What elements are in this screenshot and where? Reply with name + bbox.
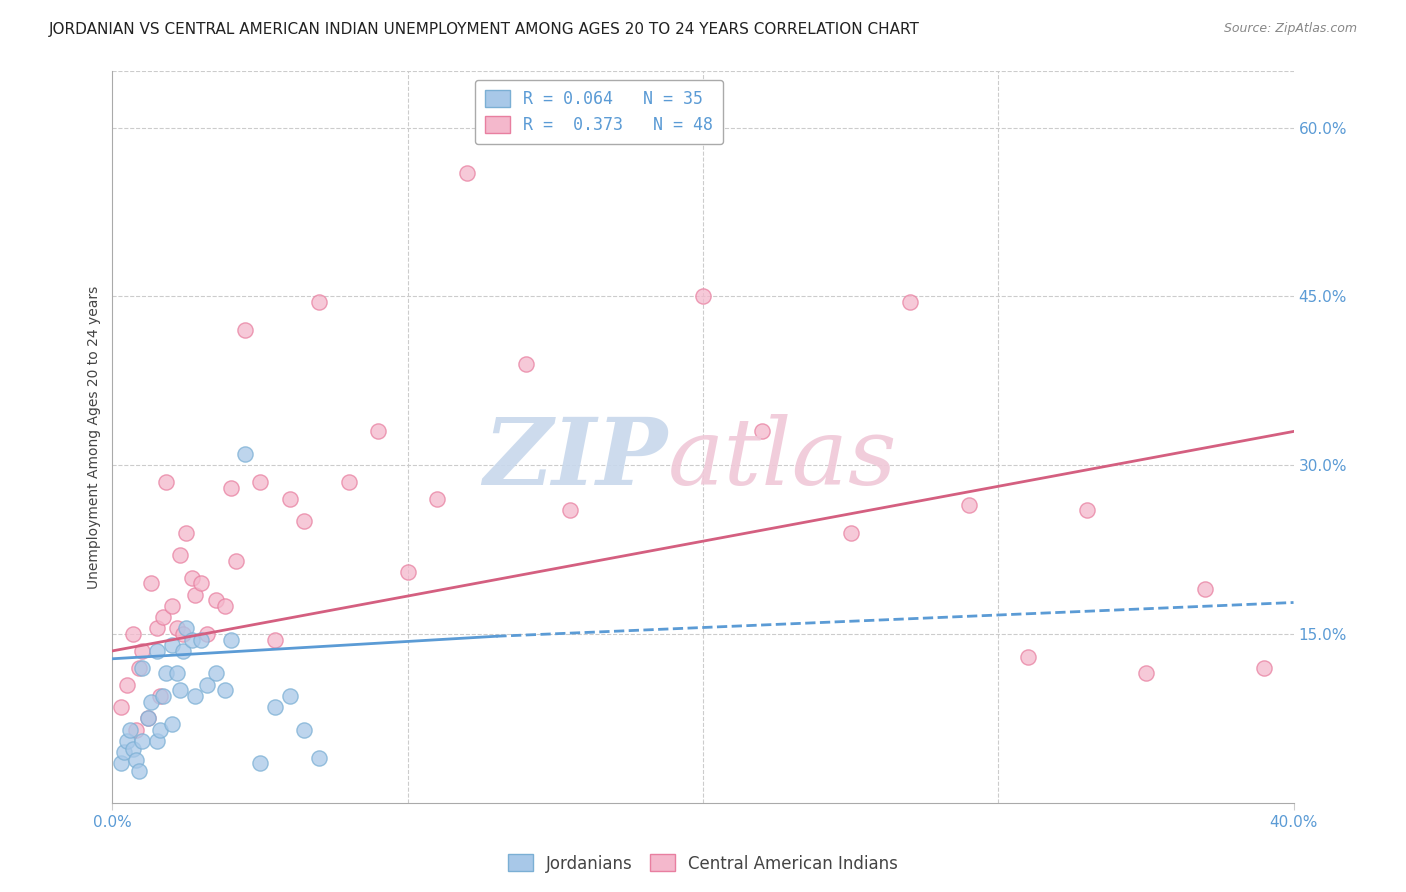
Point xyxy=(146,644,169,658)
Point xyxy=(1135,666,1157,681)
Point xyxy=(181,632,204,647)
Point xyxy=(515,357,537,371)
Point xyxy=(1017,649,1039,664)
Point xyxy=(169,548,191,562)
Point xyxy=(117,678,138,692)
Point xyxy=(136,711,159,725)
Point xyxy=(166,666,188,681)
Point xyxy=(125,753,148,767)
Point xyxy=(184,588,207,602)
Point xyxy=(128,764,150,779)
Point xyxy=(426,491,449,506)
Point xyxy=(751,425,773,439)
Point xyxy=(195,678,218,692)
Point xyxy=(214,599,236,613)
Point xyxy=(396,565,419,579)
Text: atlas: atlas xyxy=(668,414,897,504)
Point xyxy=(146,734,169,748)
Point xyxy=(839,525,862,540)
Point xyxy=(136,711,159,725)
Point xyxy=(249,756,271,771)
Point xyxy=(152,689,174,703)
Point xyxy=(898,295,921,310)
Point xyxy=(112,745,135,759)
Point xyxy=(174,525,197,540)
Point xyxy=(122,741,145,756)
Point xyxy=(278,491,301,506)
Point xyxy=(155,475,177,489)
Point xyxy=(172,627,194,641)
Point xyxy=(160,638,183,652)
Point xyxy=(120,723,142,737)
Text: ZIP: ZIP xyxy=(484,414,668,504)
Point xyxy=(957,498,980,512)
Point xyxy=(219,632,242,647)
Y-axis label: Unemployment Among Ages 20 to 24 years: Unemployment Among Ages 20 to 24 years xyxy=(87,285,101,589)
Point xyxy=(292,515,315,529)
Point xyxy=(367,425,389,439)
Point xyxy=(125,723,148,737)
Point xyxy=(190,632,212,647)
Point xyxy=(146,621,169,635)
Legend: Jordanians, Central American Indians: Jordanians, Central American Indians xyxy=(502,847,904,880)
Legend: R = 0.064   N = 35, R =  0.373   N = 48: R = 0.064 N = 35, R = 0.373 N = 48 xyxy=(475,79,724,145)
Point xyxy=(278,689,301,703)
Point xyxy=(195,627,218,641)
Point xyxy=(205,593,228,607)
Point xyxy=(292,723,315,737)
Point xyxy=(131,661,153,675)
Point xyxy=(117,734,138,748)
Point xyxy=(225,554,247,568)
Point xyxy=(264,632,287,647)
Point xyxy=(233,323,256,337)
Point xyxy=(160,717,183,731)
Point xyxy=(122,627,145,641)
Point xyxy=(149,689,172,703)
Point xyxy=(139,694,162,708)
Point xyxy=(166,621,188,635)
Point xyxy=(214,683,236,698)
Point xyxy=(181,571,204,585)
Point xyxy=(110,756,132,771)
Point xyxy=(190,576,212,591)
Point xyxy=(110,700,132,714)
Point xyxy=(172,644,194,658)
Point xyxy=(692,289,714,303)
Text: JORDANIAN VS CENTRAL AMERICAN INDIAN UNEMPLOYMENT AMONG AGES 20 TO 24 YEARS CORR: JORDANIAN VS CENTRAL AMERICAN INDIAN UNE… xyxy=(49,22,920,37)
Point xyxy=(149,723,172,737)
Point xyxy=(205,666,228,681)
Point xyxy=(160,599,183,613)
Point xyxy=(233,447,256,461)
Point xyxy=(131,644,153,658)
Point xyxy=(308,751,330,765)
Point xyxy=(169,683,191,698)
Point xyxy=(1076,503,1098,517)
Text: Source: ZipAtlas.com: Source: ZipAtlas.com xyxy=(1223,22,1357,36)
Point xyxy=(1253,661,1275,675)
Point xyxy=(219,481,242,495)
Point xyxy=(174,621,197,635)
Point xyxy=(139,576,162,591)
Point xyxy=(128,661,150,675)
Point xyxy=(184,689,207,703)
Point xyxy=(456,166,478,180)
Point xyxy=(1194,582,1216,596)
Point xyxy=(337,475,360,489)
Point xyxy=(131,734,153,748)
Point xyxy=(308,295,330,310)
Point xyxy=(558,503,582,517)
Point xyxy=(155,666,177,681)
Point xyxy=(249,475,271,489)
Point xyxy=(152,610,174,624)
Point xyxy=(264,700,287,714)
